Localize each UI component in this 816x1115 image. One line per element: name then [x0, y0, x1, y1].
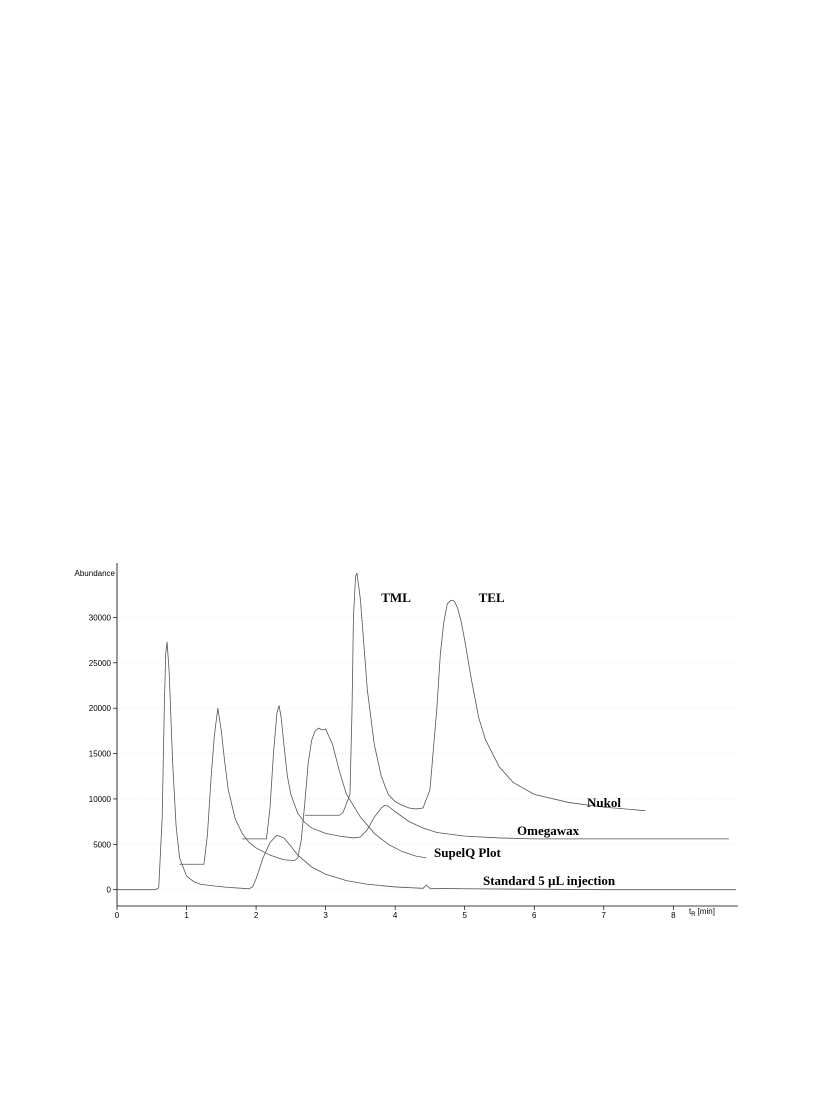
x-label-main: t	[689, 907, 692, 916]
x-tick-label: 7	[602, 911, 607, 920]
x-tick-label: 4	[393, 911, 398, 920]
x-tick-label: 6	[532, 911, 537, 920]
trace	[179, 708, 427, 865]
x-tick-label: 0	[115, 911, 120, 920]
y-tick-label: 30000	[89, 613, 112, 622]
peak-label: TML	[381, 590, 411, 605]
y-tick-label: 5000	[93, 840, 111, 849]
series-label: Standard 5 µL injection	[483, 873, 616, 888]
series-label: Nukol	[587, 795, 621, 810]
x-tick-label: 3	[323, 911, 328, 920]
peak-label: TEL	[479, 590, 505, 605]
y-tick-label: 25000	[89, 659, 112, 668]
series-label: Omegawax	[517, 823, 580, 838]
trace	[242, 705, 729, 840]
series-label: SupelQ Plot	[434, 845, 501, 860]
x-tick-label: 2	[254, 911, 259, 920]
x-tick-label: 5	[462, 911, 467, 920]
y-tick-label: 15000	[89, 750, 112, 759]
trace	[304, 572, 646, 816]
trace	[117, 641, 736, 891]
x-tick-label: 8	[671, 911, 676, 920]
x-tick-label: 1	[184, 911, 189, 920]
y-axis-label: Abundance	[75, 569, 116, 578]
x-label-unit: [min]	[698, 907, 715, 916]
y-tick-label: 0	[107, 886, 112, 895]
x-axis-label: tR [min]	[689, 907, 715, 918]
x-label-sub: R	[691, 912, 696, 918]
y-tick-label: 10000	[89, 795, 112, 804]
y-tick-label: 20000	[89, 704, 112, 713]
